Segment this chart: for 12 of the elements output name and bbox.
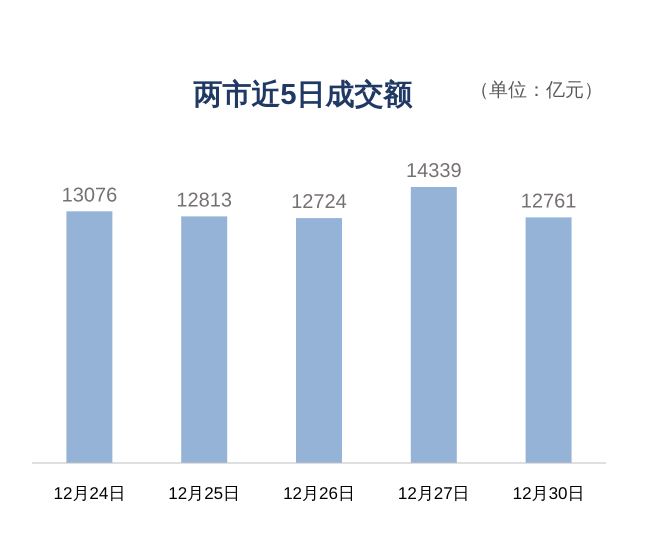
data-label: 13076 [62,184,118,206]
x-tick: 12月25日 [168,484,240,503]
data-label: 12724 [291,191,347,214]
x-tick: 12月30日 [512,484,585,503]
x-tick: 12月24日 [53,484,126,503]
x-tick: 12月27日 [398,484,470,503]
x-tick: 12月26日 [283,484,355,503]
data-label: 12813 [176,189,232,212]
data-label: 14339 [406,160,462,182]
title: 两市近5日成交额 [193,79,413,111]
data-label: 12761 [520,190,576,212]
annotation: （单位：亿元） [470,80,603,101]
